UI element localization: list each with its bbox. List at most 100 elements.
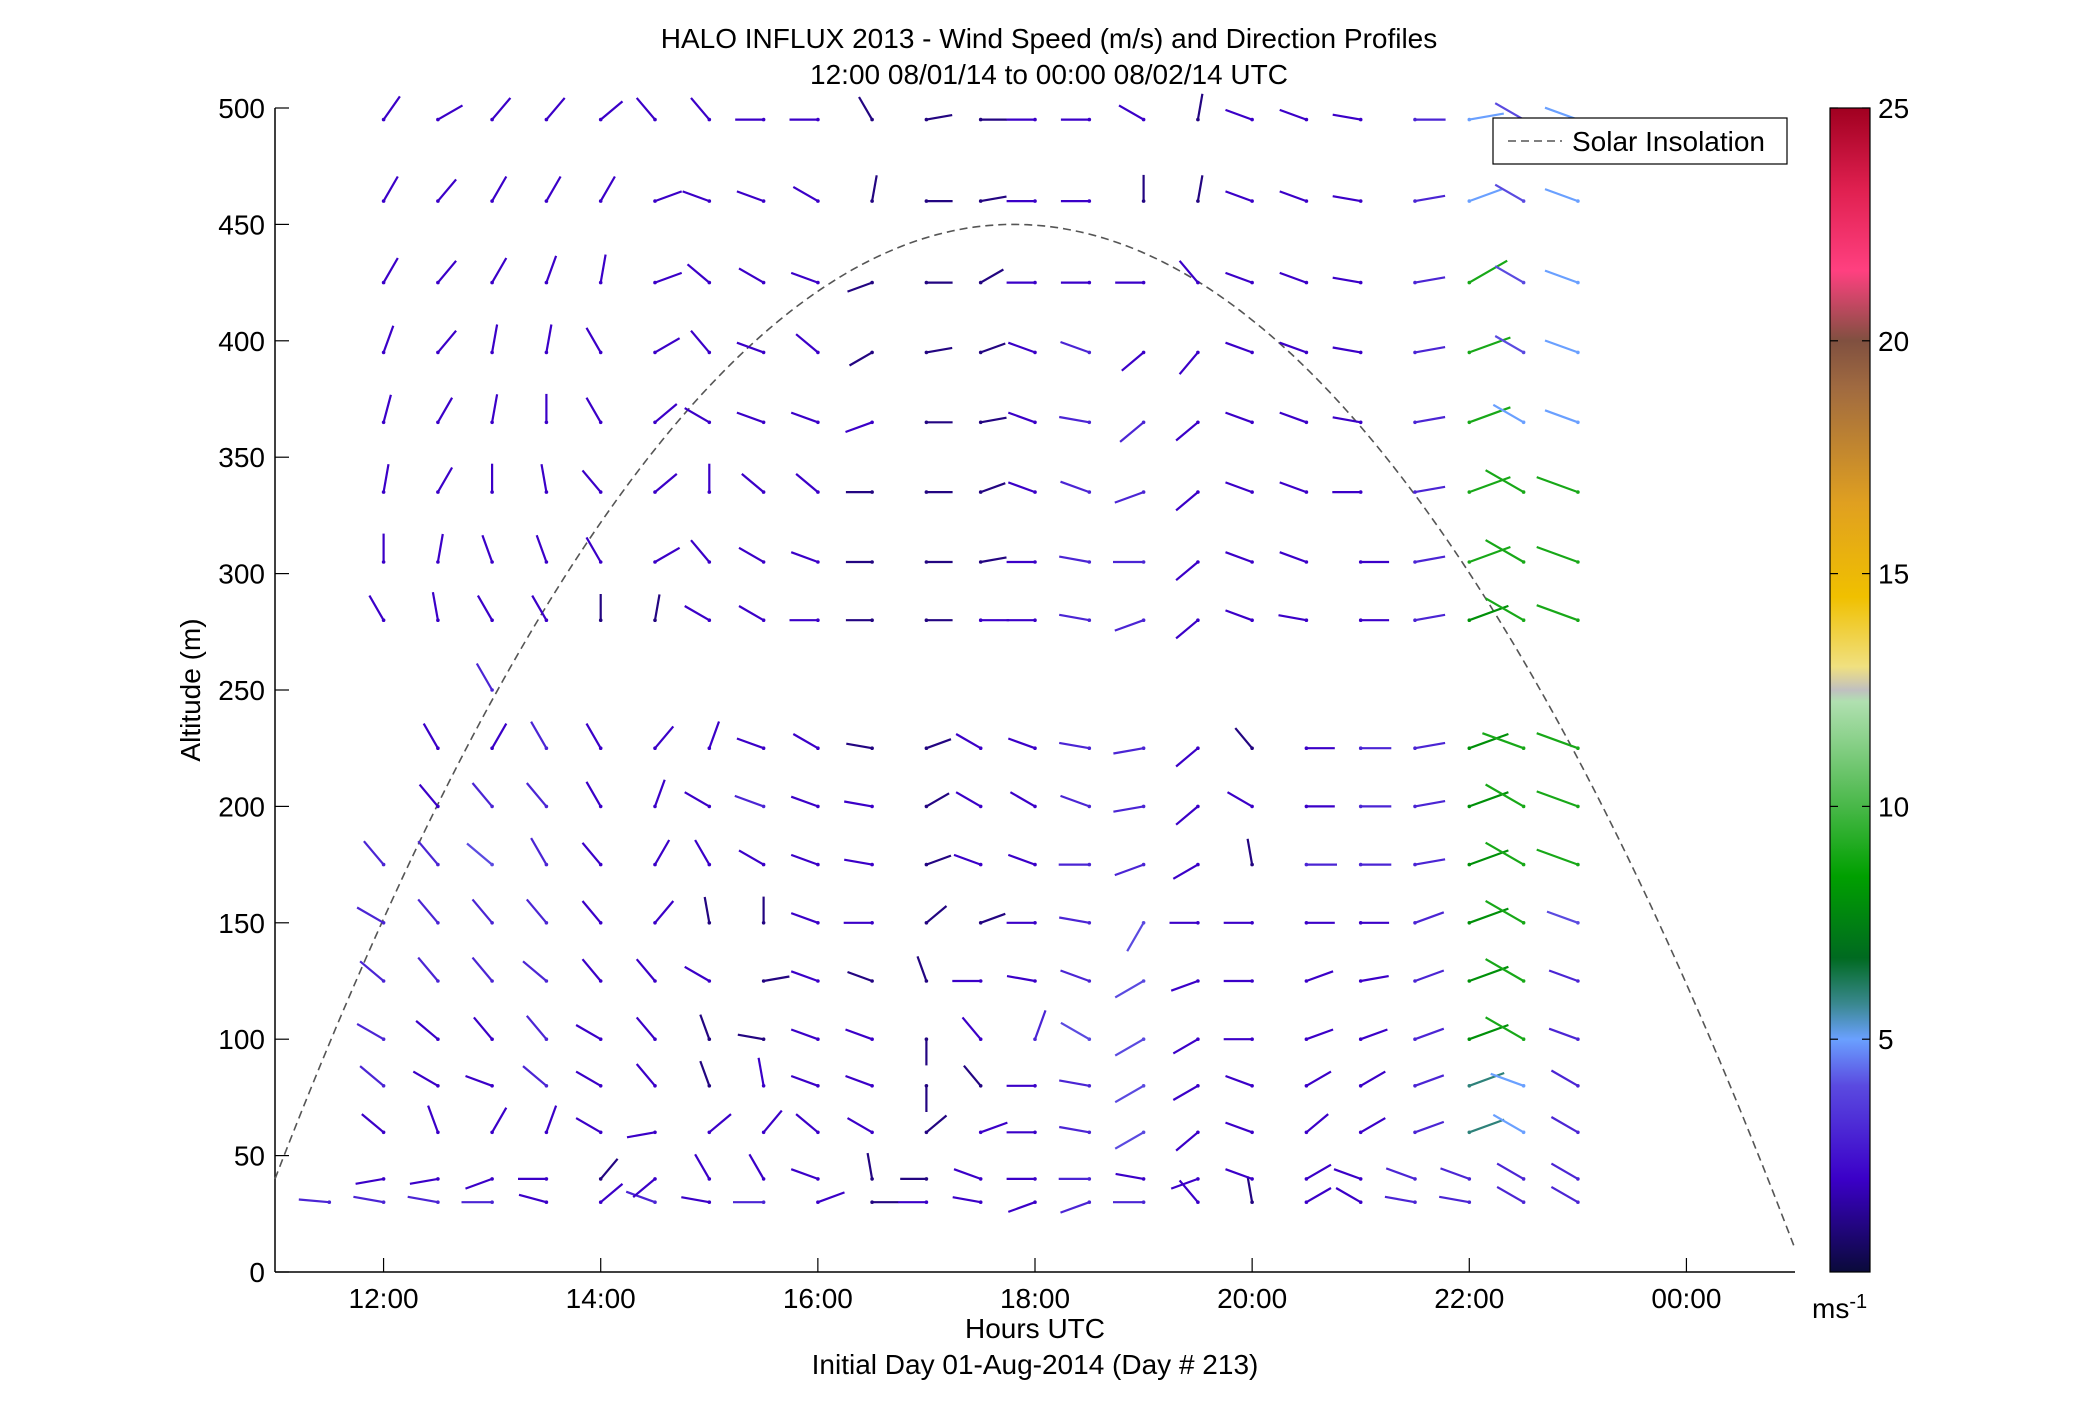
wind-barb: [654, 725, 675, 749]
wind-barb: [1414, 1027, 1445, 1041]
wind-barb-point: [1250, 618, 1254, 622]
wind-barb: [963, 1064, 982, 1087]
wind-barb-point: [870, 490, 874, 494]
wind-barb-point: [1413, 420, 1417, 425]
wind-barb-point: [544, 921, 549, 925]
wind-barb: [1225, 1168, 1253, 1180]
wind-barb-point: [1521, 1084, 1526, 1088]
wind-barb: [1279, 341, 1307, 354]
wind-barb-point: [1576, 862, 1580, 867]
wind-barb-point: [978, 746, 983, 750]
wind-barb: [654, 839, 671, 866]
wind-barb-point: [1033, 804, 1037, 809]
wind-barb-point: [870, 746, 874, 750]
wind-barb-point: [1033, 1130, 1037, 1135]
wind-barb-point: [1576, 921, 1580, 925]
wind-barb-point: [1521, 979, 1526, 983]
x-axis-label-2: Initial Day 01-Aug-2014 (Day # 213): [812, 1349, 1259, 1380]
wind-barb-point: [1141, 1200, 1146, 1204]
wind-barb-point: [598, 618, 603, 622]
wind-barb: [980, 416, 1007, 424]
wind-barb: [417, 956, 439, 982]
wind-barb-point: [978, 490, 983, 494]
wind-barb: [1170, 1177, 1199, 1190]
wind-barb: [684, 791, 710, 808]
wind-barb-point: [1141, 1037, 1146, 1041]
wind-barb-point: [1033, 280, 1037, 285]
wind-barb: [1306, 970, 1334, 983]
wind-barb-point: [761, 490, 766, 494]
wind-barb-point: [653, 746, 657, 750]
wind-barb: [846, 742, 873, 750]
wind-barb-point: [1413, 1037, 1417, 1041]
wind-barb: [1496, 1185, 1525, 1204]
wind-barbs: [298, 93, 1580, 1214]
wind-barb-point: [1033, 117, 1037, 122]
wind-barb-point: [1467, 1130, 1472, 1135]
y-tick-label: 150: [218, 908, 265, 939]
wind-barb: [626, 1131, 656, 1139]
wind-barb-point: [436, 1200, 440, 1204]
wind-barb: [690, 97, 711, 121]
wind-barb: [980, 556, 1007, 564]
wind-barb: [1485, 841, 1525, 866]
wind-barb-point: [1358, 979, 1363, 983]
wind-barb: [654, 473, 678, 493]
wind-barb: [1225, 1074, 1253, 1087]
wind-barb-point: [1576, 280, 1580, 285]
wind-barb-point: [1358, 1037, 1363, 1041]
wind-barb: [790, 271, 819, 284]
wind-barb: [545, 324, 553, 353]
wind-barb-point: [870, 921, 874, 925]
wind-barb-point: [707, 746, 712, 750]
wind-barb: [1414, 613, 1446, 622]
wind-barb-point: [653, 1200, 657, 1204]
wind-barb: [599, 254, 607, 283]
wind-barb-point: [381, 350, 386, 355]
wind-barb: [491, 175, 508, 202]
wind-barb-point: [1196, 862, 1200, 867]
x-tick-label: 00:00: [1651, 1283, 1721, 1314]
wind-barb: [684, 407, 710, 424]
wind-barb-point: [1250, 746, 1254, 750]
wind-barb-point: [816, 1084, 820, 1088]
wind-barb-point: [1141, 350, 1146, 355]
wind-barb-point: [381, 1037, 386, 1041]
wind-barb: [1119, 421, 1145, 443]
wind-barb: [795, 333, 819, 354]
wind-barb: [844, 800, 873, 808]
wind-barb-point: [1250, 490, 1254, 494]
wind-barb-point: [1196, 560, 1200, 564]
y-tick-label: 450: [218, 209, 265, 240]
wind-barb: [980, 1121, 1008, 1134]
wind-barb: [1225, 1121, 1253, 1134]
wind-barb-point: [1413, 490, 1417, 494]
wind-barb-point: [816, 1200, 820, 1204]
wind-barb: [1007, 411, 1036, 424]
wind-barb-point: [1087, 560, 1092, 564]
y-tick-label: 400: [218, 326, 265, 357]
wind-barb: [1060, 1021, 1090, 1041]
y-tick-label: 100: [218, 1024, 265, 1055]
wind-barb: [1007, 481, 1036, 494]
wind-barb-point: [653, 117, 657, 122]
wind-barb-point: [924, 1084, 929, 1088]
wind-barb-point: [707, 420, 712, 425]
wind-barb-point: [1033, 490, 1037, 494]
colorbar-tick-label: 20: [1878, 326, 1909, 357]
wind-barb-point: [490, 804, 494, 809]
wind-barb: [1114, 491, 1144, 504]
wind-barb-point: [653, 560, 657, 564]
wind-barb-point: [1576, 1037, 1580, 1041]
wind-barb-point: [1358, 560, 1363, 564]
wind-barb: [415, 1020, 439, 1041]
wind-barb-point: [1358, 350, 1363, 355]
wind-barb-point: [707, 1130, 712, 1135]
wind-barb-point: [924, 420, 929, 425]
wind-barb: [363, 840, 385, 866]
wind-barb-point: [1358, 280, 1363, 285]
wind-barb: [1175, 421, 1199, 442]
wind-barb: [1114, 619, 1144, 632]
wind-barb-point: [1250, 350, 1254, 355]
wind-barb-point: [436, 560, 440, 564]
